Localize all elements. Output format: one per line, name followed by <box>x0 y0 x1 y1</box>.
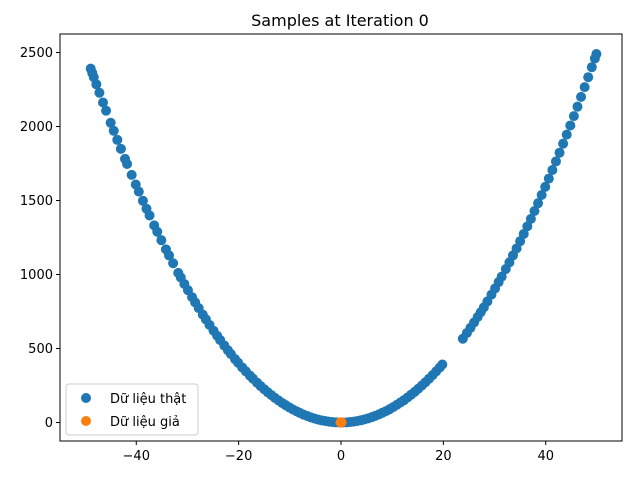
y-tick-label: 1500 <box>20 194 53 209</box>
real-data-point <box>533 198 544 209</box>
real-data-point <box>550 156 561 167</box>
real-data-point <box>101 105 112 116</box>
real-data-point <box>522 221 533 232</box>
plot-frame <box>59 33 623 442</box>
real-data-point <box>579 82 590 93</box>
real-data-point <box>437 359 448 370</box>
x-tick-label: 20 <box>435 449 452 464</box>
real-data-point <box>586 62 597 73</box>
real-data-point <box>529 206 540 217</box>
real-data-point <box>558 138 569 149</box>
real-data-point <box>133 186 144 197</box>
real-data-point <box>540 181 551 192</box>
real-data-point <box>525 213 536 224</box>
real-data-point <box>565 120 576 131</box>
real-data-point <box>591 48 602 59</box>
real-data-point <box>543 173 554 184</box>
real-data-point <box>583 72 594 83</box>
real-data-point <box>572 101 583 112</box>
x-tick-label: 40 <box>537 449 554 464</box>
real-data-point <box>122 158 133 169</box>
real-data-point <box>126 169 137 180</box>
real-data-point <box>115 143 126 154</box>
real-data-point <box>152 226 163 237</box>
real-data-point <box>568 111 579 122</box>
legend-box <box>65 383 199 436</box>
x-tick-label: 0 <box>337 449 345 464</box>
chart-title: Samples at Iteration 0 <box>251 11 429 30</box>
real-data-point <box>561 129 572 140</box>
real-data-point <box>105 117 116 128</box>
real-data-point <box>547 165 558 176</box>
real-data-point <box>518 228 529 239</box>
real-data-point <box>576 91 587 102</box>
x-tick-label: −20 <box>225 449 252 464</box>
legend-label-fake: Dữ liệu giả <box>110 415 180 430</box>
legend-marker-fake <box>81 416 91 426</box>
real-data-point <box>168 258 179 269</box>
real-data-point <box>112 134 123 145</box>
real-data-point <box>137 195 148 206</box>
y-tick-label: 0 <box>45 416 53 431</box>
y-tick-label: 2000 <box>20 120 53 135</box>
real-data-point <box>94 87 105 98</box>
x-tick-label: −40 <box>123 449 150 464</box>
y-tick-label: 1000 <box>20 268 53 283</box>
legend-label-real: Dữ liệu thật <box>110 392 186 407</box>
real-data-point <box>496 271 507 282</box>
plot-points <box>85 48 602 428</box>
real-data-point <box>156 235 167 246</box>
legend-marker-real <box>81 393 91 403</box>
real-data-point <box>164 250 175 261</box>
y-tick-label: 500 <box>28 342 53 357</box>
legend: Dữ liệu thật Dữ liệu giả <box>65 383 199 436</box>
real-data-point <box>536 190 547 201</box>
real-data-point <box>108 125 119 136</box>
y-axis-ticks: 0 500 1000 1500 2000 2500 <box>20 46 60 431</box>
real-data-point <box>97 97 108 108</box>
fake-data-point <box>336 417 347 428</box>
y-tick-label: 2500 <box>20 46 53 61</box>
real-data-point <box>554 147 565 158</box>
real-data-point <box>91 79 102 90</box>
real-data-point <box>144 210 155 221</box>
x-axis-ticks: −40 −20 0 20 40 <box>123 441 554 464</box>
